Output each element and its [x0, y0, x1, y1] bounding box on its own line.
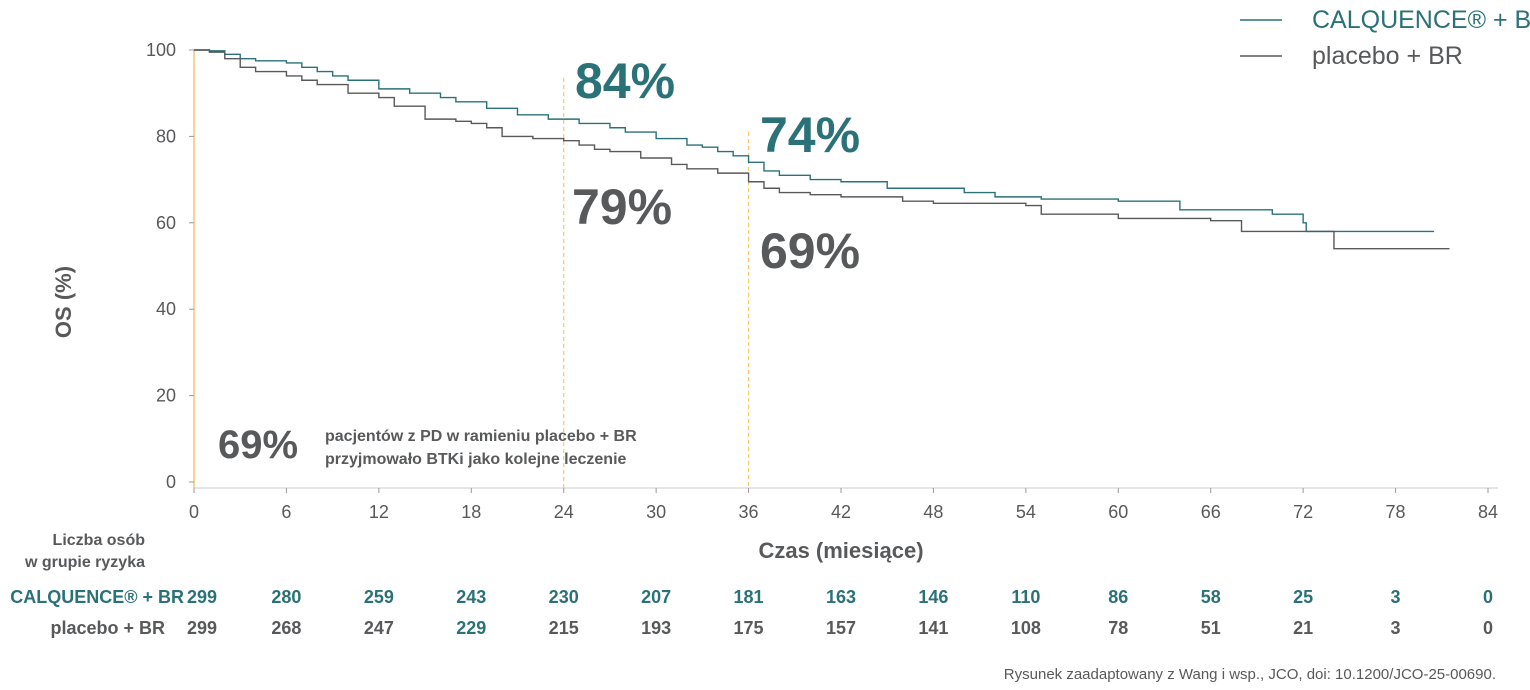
footnote: Rysunek zaadaptowany z Wang i wsp., JCO,…	[1003, 666, 1496, 683]
x-tick-label: 12	[369, 502, 389, 522]
x-tick-label: 48	[923, 502, 943, 522]
risk-cell-calquence: 110	[1011, 587, 1041, 607]
risk-cell-placebo: 157	[825, 618, 857, 638]
risk-cell-placebo: 299	[186, 618, 218, 638]
risk-cell-placebo: 268	[271, 618, 302, 638]
y-tick-label: 80	[156, 126, 176, 146]
risk-cell-calquence: 25	[1293, 587, 1314, 607]
x-tick-label: 18	[461, 502, 481, 522]
risk-cell-calquence: 0	[1482, 587, 1494, 607]
y-tick-label: 40	[156, 299, 176, 319]
risk-cell-calquence: 259	[363, 587, 394, 607]
risk-cell-calquence: 243	[456, 587, 487, 607]
x-tick-label: 60	[1108, 502, 1128, 522]
x-tick-label: 6	[281, 502, 291, 522]
risk-row-calquence-label: CALQUENCE® + BR	[10, 587, 184, 607]
risk-cell-calquence: 280	[271, 587, 302, 607]
y-tick-label: 60	[156, 213, 176, 233]
risk-cell-calquence: 146	[918, 587, 949, 607]
risk-cell-placebo: 108	[1010, 618, 1041, 638]
risk-cell-calquence: 86	[1108, 587, 1129, 607]
km-curve-placebo	[194, 49, 1450, 250]
risk-cell-placebo: 21	[1293, 618, 1314, 638]
x-tick-label: 72	[1293, 502, 1313, 522]
risk-cell-placebo: 0	[1482, 618, 1494, 638]
risk-cell-placebo: 3	[1390, 618, 1401, 638]
x-tick-label: 66	[1201, 502, 1221, 522]
x-axis-label: Czas (miesiące)	[758, 538, 924, 563]
risk-table-title-2: w grupie ryzyka	[24, 554, 145, 571]
km-curve-calquence	[194, 49, 1435, 233]
x-tick-label: 84	[1478, 502, 1498, 522]
x-tick-label: 54	[1016, 502, 1036, 522]
pd-percentage: 69%	[218, 423, 299, 467]
risk-cell-placebo: 78	[1108, 618, 1129, 638]
risk-cell-calquence: 181	[733, 587, 764, 607]
annotation-calquence-24: 84%	[575, 53, 676, 109]
risk-cell-placebo: 51	[1200, 618, 1221, 638]
risk-cell-calquence: 58	[1200, 587, 1221, 607]
risk-cell-calquence: 230	[548, 587, 579, 607]
legend-placebo-label: placebo + BR	[1312, 42, 1463, 70]
x-tick-label: 78	[1386, 502, 1406, 522]
annotation-placebo-36: 69%	[760, 223, 861, 279]
risk-cell-placebo: 229	[456, 618, 487, 638]
x-tick-label: 42	[831, 502, 851, 522]
risk-cell-placebo: 215	[548, 618, 579, 638]
x-tick-label: 30	[646, 502, 666, 522]
y-axis-label: OS (%)	[51, 265, 76, 339]
risk-cell-calquence: 163	[825, 587, 857, 607]
risk-cell-calquence: 3	[1390, 587, 1401, 607]
x-tick-label: 36	[739, 502, 759, 522]
risk-cell-placebo: 247	[363, 618, 394, 638]
pd-note-line2: przyjmowało BTKi jako kolejne leczenie	[325, 451, 627, 468]
risk-table-title-1: Liczba osób	[52, 532, 145, 549]
y-tick-label: 0	[166, 472, 176, 492]
risk-row-placebo-label: placebo + BR	[50, 618, 165, 638]
risk-cell-calquence: 207	[641, 587, 672, 607]
legend-calquence-label: CALQUENCE® + BR	[1312, 6, 1530, 34]
x-tick-label: 24	[554, 502, 574, 522]
risk-cell-calquence: 299	[186, 587, 218, 607]
risk-cell-placebo: 193	[641, 618, 672, 638]
pd-note-line1: pacjentów z PD w ramieniu placebo + BR	[325, 428, 637, 445]
annotation-placebo-24: 79%	[572, 179, 673, 235]
risk-cell-placebo: 175	[733, 618, 764, 638]
x-tick-label: 0	[189, 502, 199, 522]
y-tick-label: 20	[156, 386, 176, 406]
risk-cell-placebo: 141	[918, 618, 949, 638]
annotation-calquence-36: 74%	[760, 107, 861, 163]
y-tick-label: 100	[146, 40, 176, 60]
